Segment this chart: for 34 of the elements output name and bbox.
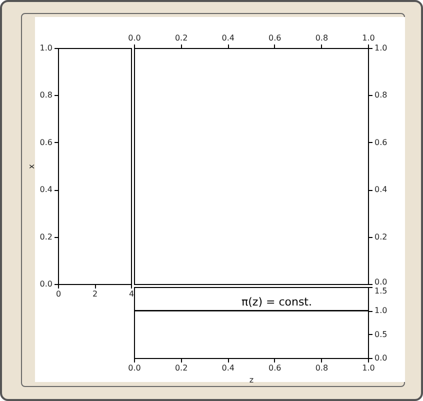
annotation: π(z) = const. bbox=[242, 296, 312, 309]
x-tick-label: 0.2 bbox=[174, 34, 188, 42]
y-tick-label: 0.4 bbox=[40, 185, 52, 194]
x-tick-label: 0.2 bbox=[174, 364, 188, 372]
x-tick-label: 4 bbox=[128, 290, 134, 298]
x-tick-label: 2 bbox=[92, 290, 98, 298]
y2-tick-label: 0.6 bbox=[374, 138, 388, 147]
y2-tick-label: 0.4 bbox=[374, 185, 388, 194]
x-tick-label: 0.0 bbox=[128, 364, 141, 372]
y-tick-label: 0.6 bbox=[40, 138, 52, 147]
x-tick-label: 1.0 bbox=[362, 34, 375, 42]
x-tick-label: 0.4 bbox=[222, 34, 234, 42]
x-tick-label: 0.6 bbox=[268, 34, 282, 42]
x-tick-label: 0.0 bbox=[128, 34, 141, 42]
y-tick-label: 0.0 bbox=[40, 280, 52, 288]
y2-tick-label: 0.5 bbox=[374, 330, 388, 339]
y2-tick-label: 0.8 bbox=[374, 90, 388, 100]
y2-tick-label: 0.2 bbox=[374, 232, 388, 242]
y2-tick-label: 1.5 bbox=[374, 286, 388, 296]
y-tick-label: 0.2 bbox=[40, 232, 52, 242]
y2-tick-label: 0.0 bbox=[374, 354, 388, 362]
x-axis-title: z bbox=[249, 376, 254, 384]
y2-tick-label: 1.0 bbox=[374, 306, 388, 316]
y-tick-label: 1.0 bbox=[40, 44, 52, 52]
x-tick-label: 1.0 bbox=[362, 364, 375, 372]
x-tick-label: 0.6 bbox=[268, 364, 282, 372]
x-tick-label: 0.8 bbox=[315, 364, 328, 372]
y2-tick-label: 0.0 bbox=[374, 278, 388, 286]
y2-tick-label: 1.0 bbox=[374, 44, 388, 52]
x-tick-label: 0.8 bbox=[315, 34, 328, 42]
x-tick-label: 0.4 bbox=[222, 364, 234, 372]
x-tick-label: 0 bbox=[56, 290, 62, 298]
y-axis-title: x bbox=[26, 164, 36, 169]
y-tick-label: 0.8 bbox=[40, 90, 52, 100]
